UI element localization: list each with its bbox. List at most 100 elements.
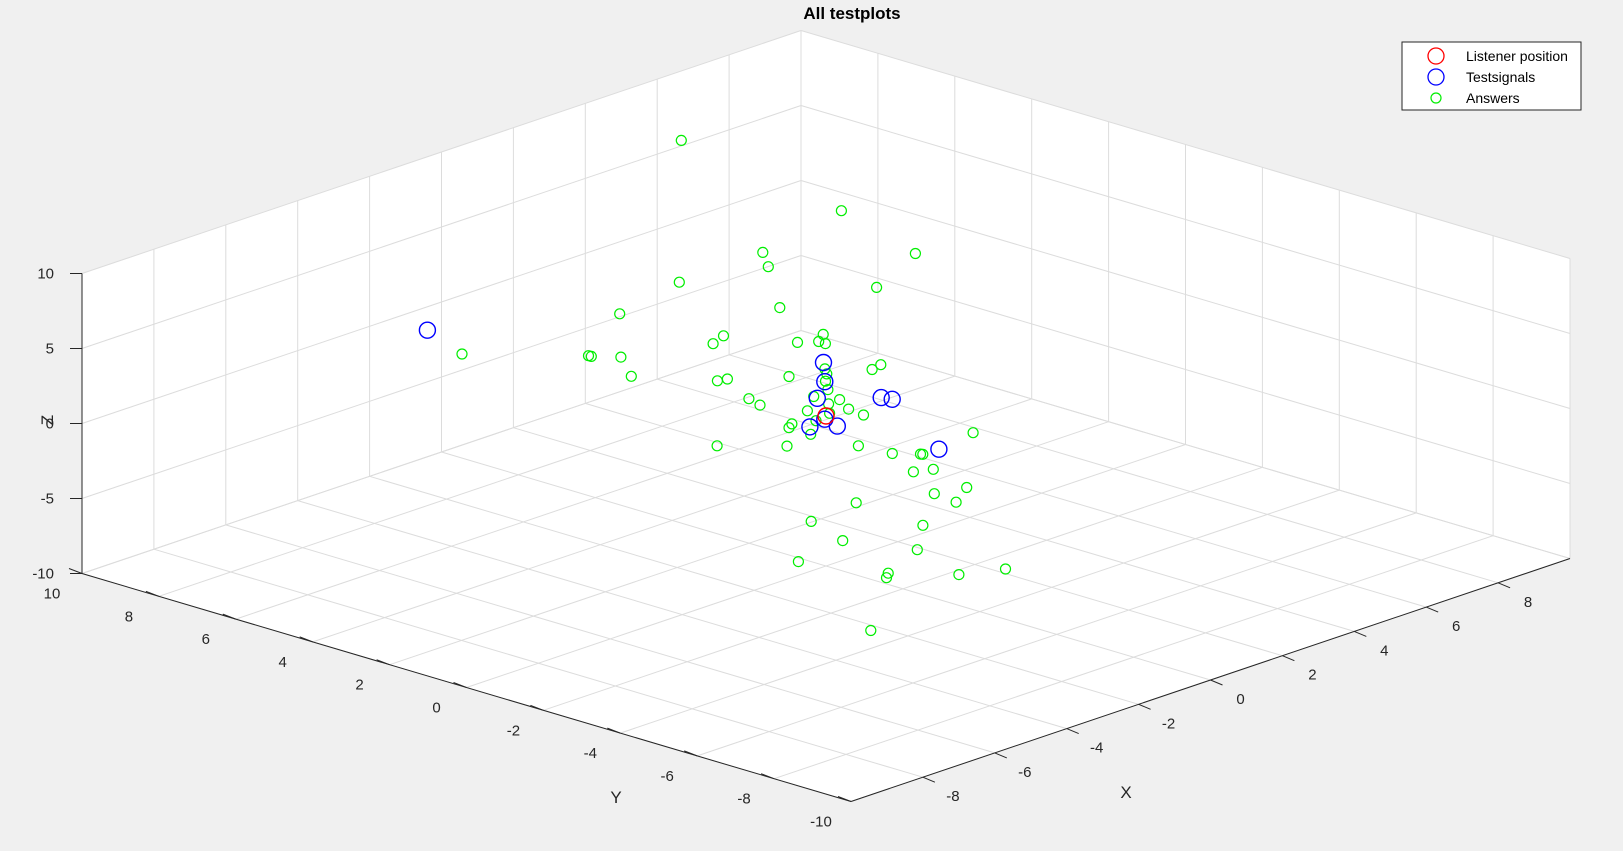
z-tick-label: -5 — [41, 491, 54, 508]
legend-marker-listener — [1427, 47, 1445, 65]
point-answers — [585, 350, 597, 362]
grid-line-y — [697, 512, 1417, 757]
point-testsignals — [814, 353, 833, 372]
y-tick-label-mark — [453, 682, 467, 688]
x-tick-label-mark — [1282, 655, 1295, 662]
point-answers — [857, 409, 870, 421]
grid-line-y — [773, 535, 1494, 780]
point-answers — [810, 415, 822, 427]
grid-line-z — [81, 105, 802, 349]
point-answers — [835, 205, 848, 217]
point-answers — [914, 448, 927, 460]
legend-label-answers: Answers — [1466, 90, 1520, 106]
z-tick-label: -10 — [32, 566, 54, 583]
legend-label-testsignals: Testsignals — [1466, 69, 1535, 85]
grid-line-y — [466, 444, 1186, 688]
point-testsignals — [816, 373, 834, 391]
z-tick-label: 5 — [46, 341, 54, 358]
grid-line-z — [800, 180, 1571, 409]
grid-line-y — [235, 375, 955, 620]
point-answers — [837, 534, 849, 547]
x-tick-label-mark — [1354, 630, 1367, 637]
grid-line-z — [800, 105, 1571, 334]
grid-line-z — [81, 30, 802, 274]
grid-line-z — [81, 180, 802, 424]
y-tick-label-mark — [684, 750, 698, 757]
x-tick-label: 4 — [1380, 642, 1388, 659]
point-testsignals — [801, 418, 819, 436]
x-tick-label-mark — [1426, 606, 1439, 613]
x-tick-label-mark — [1497, 582, 1511, 589]
y-tick-label: -4 — [584, 745, 597, 762]
y-tick-label: 10 — [44, 586, 61, 603]
y-tick-label: 6 — [202, 631, 210, 648]
point-answers — [754, 399, 766, 411]
point-answers — [675, 134, 687, 146]
grid-line-z — [800, 30, 1571, 259]
point-testsignals — [808, 389, 826, 407]
y-tick-label: -6 — [661, 768, 674, 785]
y-tick-label-mark — [837, 796, 852, 802]
x-tick-label: 0 — [1236, 691, 1244, 708]
point-answers — [781, 440, 793, 452]
point-answers — [866, 363, 878, 376]
point-answers — [673, 276, 685, 288]
point-answers — [711, 375, 724, 387]
y-tick-label-mark — [299, 636, 313, 643]
point-answers — [850, 497, 862, 509]
point-testsignals — [883, 390, 901, 408]
point-answers — [880, 572, 893, 584]
x-tick-label: -8 — [946, 788, 959, 805]
point-answers — [786, 418, 798, 430]
point-answers — [999, 563, 1012, 575]
point-answers — [456, 348, 468, 360]
point-answers — [865, 624, 877, 637]
y-tick-label: 2 — [355, 677, 363, 694]
x-tick-label: 2 — [1308, 667, 1316, 684]
point-answers — [792, 555, 805, 568]
legend-marker-testsignals — [1427, 68, 1445, 86]
point-testsignals — [418, 321, 437, 339]
z-axis-label: Z — [38, 415, 57, 425]
tick-labels: -8 -6 -4 -2 0 2 4 6 8 -10 -8 -6 -4 -2 0 2 4 6 8 10 -10 -5 0 5 10 — [32, 266, 1532, 831]
y-tick-label: -10 — [810, 814, 832, 831]
z-tick-label: 10 — [37, 266, 54, 283]
grid-line-z — [81, 255, 802, 499]
point-answers — [961, 481, 973, 494]
point-answers — [953, 568, 965, 581]
x-tick-label-mark — [1138, 703, 1151, 710]
point-answers — [907, 466, 920, 478]
point-answers — [909, 247, 922, 260]
x-tick-label-mark — [994, 752, 1007, 759]
point-answers — [805, 515, 817, 528]
y-tick-label-mark — [607, 727, 621, 734]
legend-box — [1401, 41, 1582, 111]
legend-label-listener: Listener position — [1466, 48, 1568, 64]
point-answers — [833, 394, 846, 406]
x-tick-label: -6 — [1018, 764, 1031, 781]
y-tick-label-mark — [760, 773, 775, 780]
point-testsignals — [828, 417, 846, 435]
point-answers — [791, 336, 804, 348]
point-answers — [870, 281, 883, 293]
point-answers — [625, 370, 637, 382]
y-tick-label: -8 — [737, 791, 750, 808]
point-testsignals — [930, 440, 948, 458]
grid-line-z — [81, 330, 802, 574]
y-tick-label-mark — [222, 613, 236, 620]
y-axis-label: Y — [610, 788, 621, 807]
y-tick-label: 4 — [279, 654, 287, 671]
point-answers — [783, 422, 795, 434]
point-answers — [950, 496, 962, 508]
point-answers — [917, 519, 929, 531]
point-answers — [927, 463, 939, 475]
x-axis-label: X — [1120, 783, 1131, 802]
point-answers — [875, 359, 887, 371]
x-tick-label: 8 — [1524, 594, 1532, 611]
x-tick-label: -2 — [1162, 715, 1175, 732]
y-tick-label-mark — [530, 704, 544, 711]
x-tick-label: 6 — [1452, 618, 1460, 635]
point-answers — [783, 370, 795, 383]
grid-line-y — [389, 421, 1109, 666]
point-answers — [886, 447, 898, 460]
